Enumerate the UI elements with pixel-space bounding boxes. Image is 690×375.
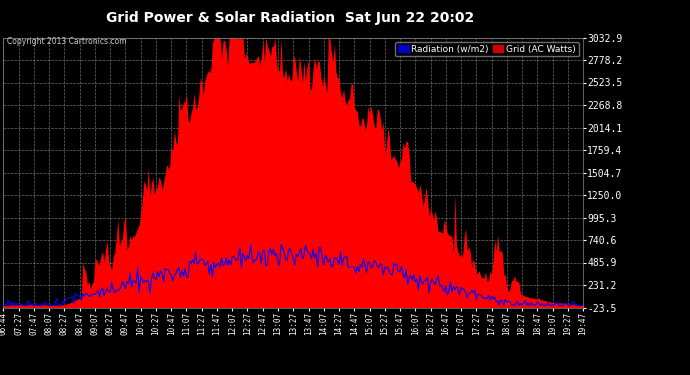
Text: Copyright 2013 Cartronics.com: Copyright 2013 Cartronics.com	[7, 38, 126, 46]
Legend: Radiation (w/m2), Grid (AC Watts): Radiation (w/m2), Grid (AC Watts)	[395, 42, 578, 56]
Text: Grid Power & Solar Radiation  Sat Jun 22 20:02: Grid Power & Solar Radiation Sat Jun 22 …	[106, 11, 474, 25]
